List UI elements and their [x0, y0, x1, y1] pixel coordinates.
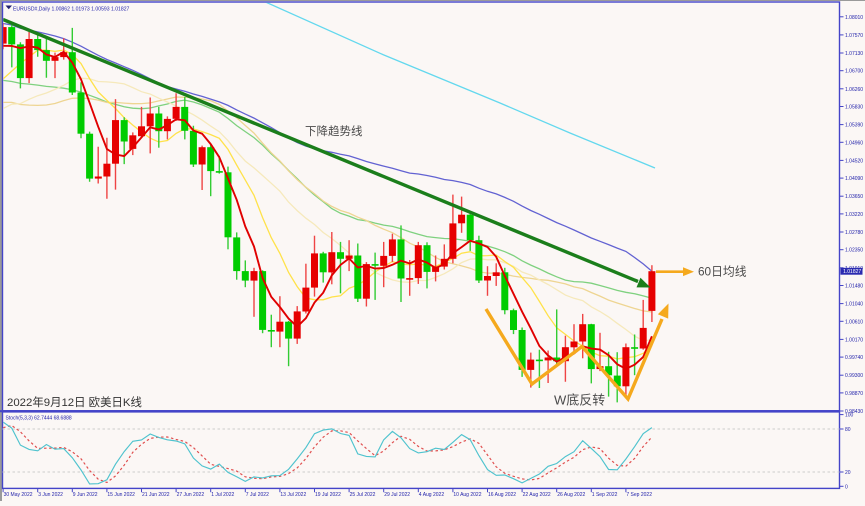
svg-text:1.03650: 1.03650 — [845, 194, 863, 200]
svg-text:0.99740: 0.99740 — [845, 355, 863, 361]
svg-text:7 Jul 2022: 7 Jul 2022 — [246, 492, 269, 498]
svg-text:1.00610: 1.00610 — [845, 319, 863, 325]
svg-text:1.02780: 1.02780 — [845, 230, 863, 236]
svg-text:27 Jun 2022: 27 Jun 2022 — [177, 492, 205, 498]
svg-text:1.04090: 1.04090 — [845, 176, 863, 182]
svg-text:1.01040: 1.01040 — [845, 302, 863, 308]
svg-text:20: 20 — [845, 470, 851, 476]
svg-text:100: 100 — [845, 413, 854, 419]
svg-text:16 Aug 2022: 16 Aug 2022 — [488, 492, 516, 498]
svg-text:1.07570: 1.07570 — [845, 33, 863, 39]
svg-text:0.98430: 0.98430 — [845, 409, 863, 415]
svg-text:EURUSD#,Daily 1.00862 1.01973: EURUSD#,Daily 1.00862 1.01973 1.00593 1.… — [13, 6, 130, 12]
svg-text:下降趋势线: 下降趋势线 — [305, 124, 363, 138]
svg-text:1.04960: 1.04960 — [845, 140, 863, 146]
svg-text:4 Aug 2022: 4 Aug 2022 — [419, 492, 445, 498]
svg-text:22 Aug 2022: 22 Aug 2022 — [523, 492, 551, 498]
svg-text:3 Jun 2022: 3 Jun 2022 — [38, 492, 63, 498]
svg-text:21 Jun 2022: 21 Jun 2022 — [142, 492, 170, 498]
svg-text:W底反转: W底反转 — [554, 393, 605, 408]
svg-text:2022年9月12日 欧美日K线: 2022年9月12日 欧美日K线 — [7, 395, 142, 409]
svg-text:1 Jul 2022: 1 Jul 2022 — [211, 492, 234, 498]
svg-text:1.01827: 1.01827 — [843, 269, 861, 275]
svg-text:9 Jun 2022: 9 Jun 2022 — [73, 492, 98, 498]
svg-text:1.01480: 1.01480 — [845, 284, 863, 290]
svg-text:13 Jul 2022: 13 Jul 2022 — [280, 492, 306, 498]
svg-text:0: 0 — [845, 484, 848, 490]
svg-text:0.98870: 0.98870 — [845, 391, 863, 397]
svg-text:26 Aug 2022: 26 Aug 2022 — [557, 492, 585, 498]
svg-text:1.08010: 1.08010 — [845, 15, 863, 21]
svg-text:60日均线: 60日均线 — [698, 264, 747, 278]
svg-text:1.02350: 1.02350 — [845, 248, 863, 254]
svg-text:19 Jul 2022: 19 Jul 2022 — [315, 492, 341, 498]
svg-text:1.07130: 1.07130 — [845, 51, 863, 57]
svg-text:1.06260: 1.06260 — [845, 87, 863, 93]
svg-text:1.05830: 1.05830 — [845, 105, 863, 111]
svg-text:80: 80 — [845, 427, 851, 433]
svg-text:Stoch(5,3,3) 62.7444 68.6888: Stoch(5,3,3) 62.7444 68.6888 — [6, 416, 72, 422]
svg-text:0.99300: 0.99300 — [845, 373, 863, 379]
svg-text:30 May 2022: 30 May 2022 — [4, 492, 33, 498]
svg-text:1.06700: 1.06700 — [845, 69, 863, 75]
svg-text:1.05390: 1.05390 — [845, 123, 863, 129]
svg-text:29 Jul 2022: 29 Jul 2022 — [384, 492, 410, 498]
svg-text:25 Jul 2022: 25 Jul 2022 — [350, 492, 376, 498]
svg-text:1.00170: 1.00170 — [845, 337, 863, 343]
svg-text:10 Aug 2022: 10 Aug 2022 — [453, 492, 481, 498]
svg-text:7 Sep 2022: 7 Sep 2022 — [626, 492, 652, 498]
svg-text:15 Jun 2022: 15 Jun 2022 — [107, 492, 135, 498]
svg-text:1.03220: 1.03220 — [845, 212, 863, 218]
svg-text:1 Sep 2022: 1 Sep 2022 — [592, 492, 618, 498]
svg-text:1.04520: 1.04520 — [845, 158, 863, 164]
